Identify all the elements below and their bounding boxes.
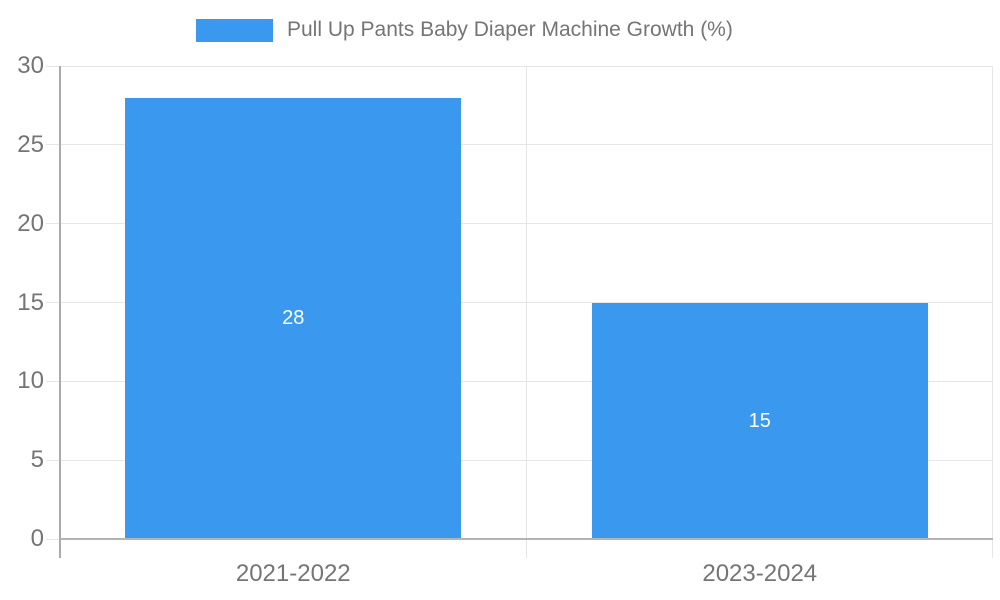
y-tick-label: 10 bbox=[17, 367, 44, 395]
legend-swatch bbox=[196, 18, 273, 42]
plot-right-edge-line bbox=[992, 66, 993, 558]
y-axis-line bbox=[59, 66, 61, 558]
gridline bbox=[46, 302, 993, 303]
bar[interactable] bbox=[591, 302, 928, 539]
y-tick-label: 5 bbox=[30, 446, 44, 474]
bar[interactable] bbox=[125, 97, 462, 539]
y-tick-label: 15 bbox=[17, 288, 44, 316]
x-tick-label: 2021-2022 bbox=[235, 560, 351, 587]
gridline bbox=[46, 459, 993, 461]
category-divider-gridline bbox=[526, 66, 527, 558]
gridline bbox=[46, 538, 60, 540]
gridline bbox=[46, 380, 993, 382]
y-tick-label: 30 bbox=[17, 52, 44, 79]
gridline bbox=[46, 223, 993, 225]
y-tick-label: 25 bbox=[17, 130, 44, 158]
gridline bbox=[46, 144, 993, 146]
legend[interactable]: Pull Up Pants Baby Diaper Machine Growth… bbox=[196, 18, 733, 42]
y-tick-label: 0 bbox=[30, 525, 44, 552]
x-axis-baseline bbox=[60, 538, 993, 540]
gridline bbox=[46, 65, 993, 67]
bar-value-label: 15 bbox=[748, 409, 771, 432]
legend-label: Pull Up Pants Baby Diaper Machine Growth… bbox=[287, 18, 733, 41]
bar-value-label: 28 bbox=[282, 307, 305, 330]
y-tick-label: 20 bbox=[17, 209, 44, 237]
x-tick-label: 2023-2024 bbox=[702, 560, 818, 587]
